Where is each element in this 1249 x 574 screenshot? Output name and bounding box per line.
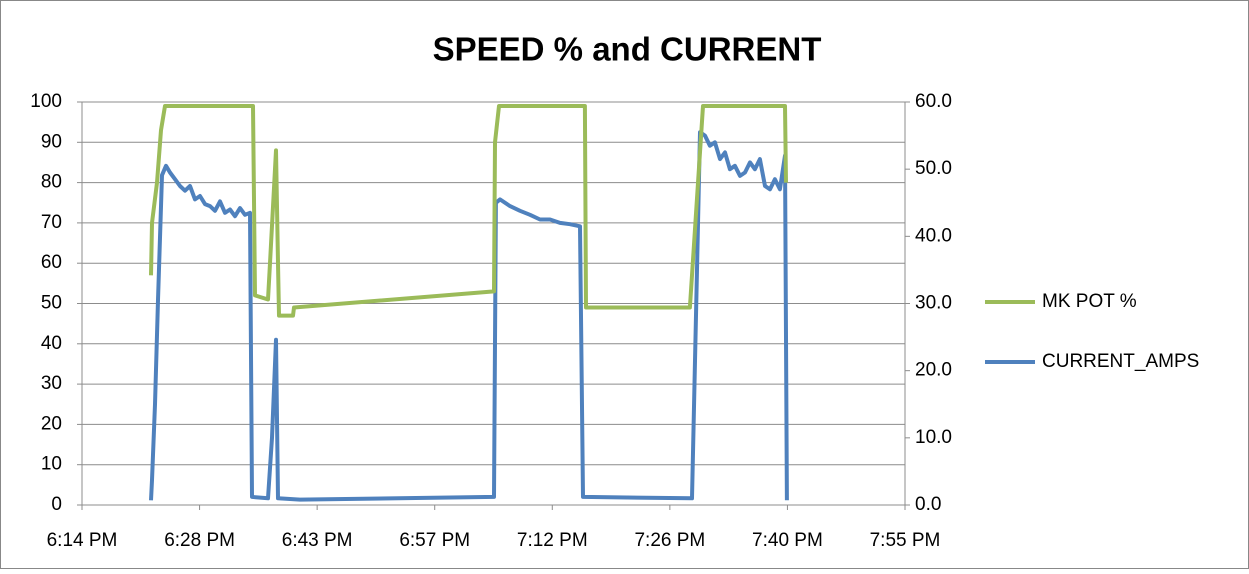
y-tick-label: 10: [41, 454, 62, 475]
y-tick-label: 60: [41, 252, 62, 273]
y-tick-label: 0: [51, 494, 62, 515]
y-tick-label: 70: [41, 212, 62, 233]
y2-tick-label: 10.0: [915, 427, 952, 448]
y-tick-label: 80: [41, 172, 62, 193]
series-line: [149, 104, 788, 318]
x-tick-label: 7:55 PM: [870, 530, 941, 551]
y-tick-label: 40: [41, 333, 62, 354]
chart-title: SPEED % and CURRENT: [433, 31, 822, 68]
y-tick-label: 100: [30, 91, 62, 112]
y2-tick-label: 40.0: [915, 225, 952, 246]
y-tick-label: 90: [41, 131, 62, 152]
y2-tick-label: 60.0: [915, 91, 952, 112]
x-tick-label: 6:43 PM: [282, 530, 353, 551]
y2-tick-label: 30.0: [915, 293, 952, 314]
x-tick-label: 6:57 PM: [399, 530, 470, 551]
legend-label: MK POT %: [1042, 291, 1137, 312]
y-tick-label: 20: [41, 413, 62, 434]
x-tick-label: 6:28 PM: [164, 530, 235, 551]
y2-tick-label: 50.0: [915, 158, 952, 179]
y-tick-label: 50: [41, 293, 62, 314]
y2-tick-label: 20.0: [915, 360, 952, 381]
x-tick-label: 7:40 PM: [752, 530, 823, 551]
y2-tick-label: 0.0: [915, 494, 941, 515]
x-tick-label: 6:14 PM: [47, 530, 118, 551]
legend-label: CURRENT_AMPS: [1042, 351, 1199, 372]
x-tick-label: 7:12 PM: [517, 530, 588, 551]
y-tick-label: 30: [41, 373, 62, 394]
x-tick-label: 7:26 PM: [634, 530, 705, 551]
